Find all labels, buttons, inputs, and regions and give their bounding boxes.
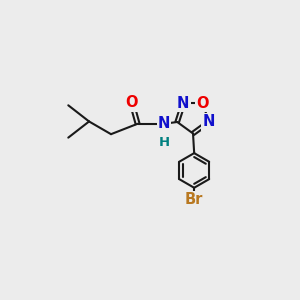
- Text: O: O: [196, 96, 209, 111]
- Text: H: H: [159, 136, 170, 149]
- Text: O: O: [126, 95, 138, 110]
- Text: N: N: [203, 115, 215, 130]
- Text: Br: Br: [185, 192, 203, 207]
- Text: N: N: [158, 116, 170, 131]
- Text: N: N: [177, 96, 189, 111]
